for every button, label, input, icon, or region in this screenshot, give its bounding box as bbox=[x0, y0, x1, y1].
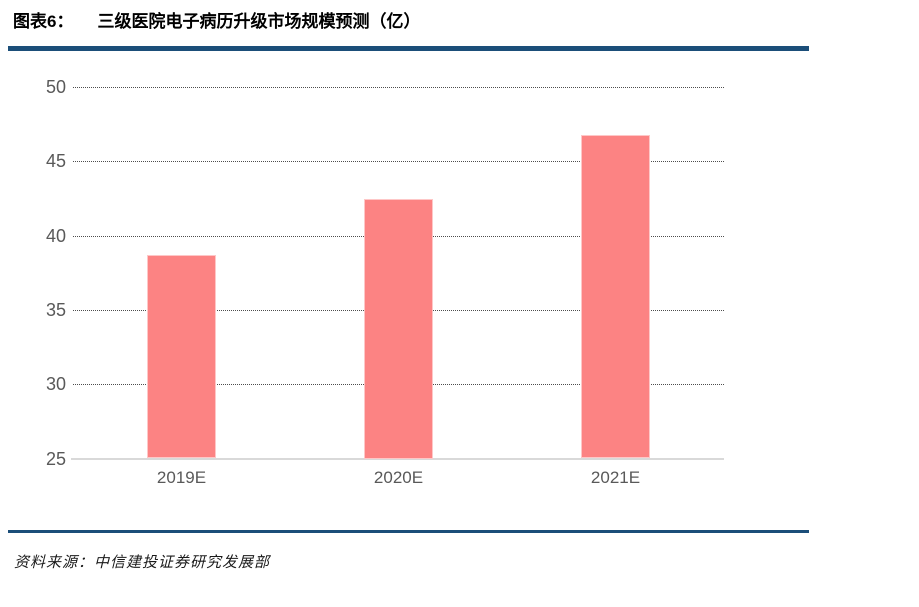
x-axis-tick-label: 2020E bbox=[373, 467, 424, 487]
figure-label: 图表6： bbox=[13, 12, 74, 31]
y-axis-tick-label: 25 bbox=[45, 448, 66, 469]
x-axis-tick-label: 2021E bbox=[590, 467, 641, 487]
y-axis-tick-label: 50 bbox=[45, 77, 66, 97]
chart-header: 图表6： 三级医院电子病历升级市场规模预测（亿） bbox=[13, 7, 420, 32]
bar-2020E bbox=[364, 198, 433, 459]
chart-title: 三级医院电子病历升级市场规模预测（亿） bbox=[97, 12, 421, 31]
bottom-divider-rule bbox=[8, 530, 809, 533]
y-axis-tick-label: 45 bbox=[45, 151, 66, 172]
source-attribution: 资料来源：中信建投证券研究发展部 bbox=[14, 555, 271, 571]
x-axis-tick-label: 2019E bbox=[156, 467, 207, 487]
gridline bbox=[73, 161, 724, 163]
top-divider-rule bbox=[8, 46, 809, 51]
bar-2021E bbox=[581, 134, 650, 459]
y-axis-tick-label: 30 bbox=[45, 374, 66, 395]
y-axis-tick-label: 40 bbox=[45, 225, 66, 246]
bar-2019E bbox=[147, 254, 216, 459]
y-axis-tick-label: 35 bbox=[45, 299, 66, 320]
gridline bbox=[73, 87, 724, 88]
